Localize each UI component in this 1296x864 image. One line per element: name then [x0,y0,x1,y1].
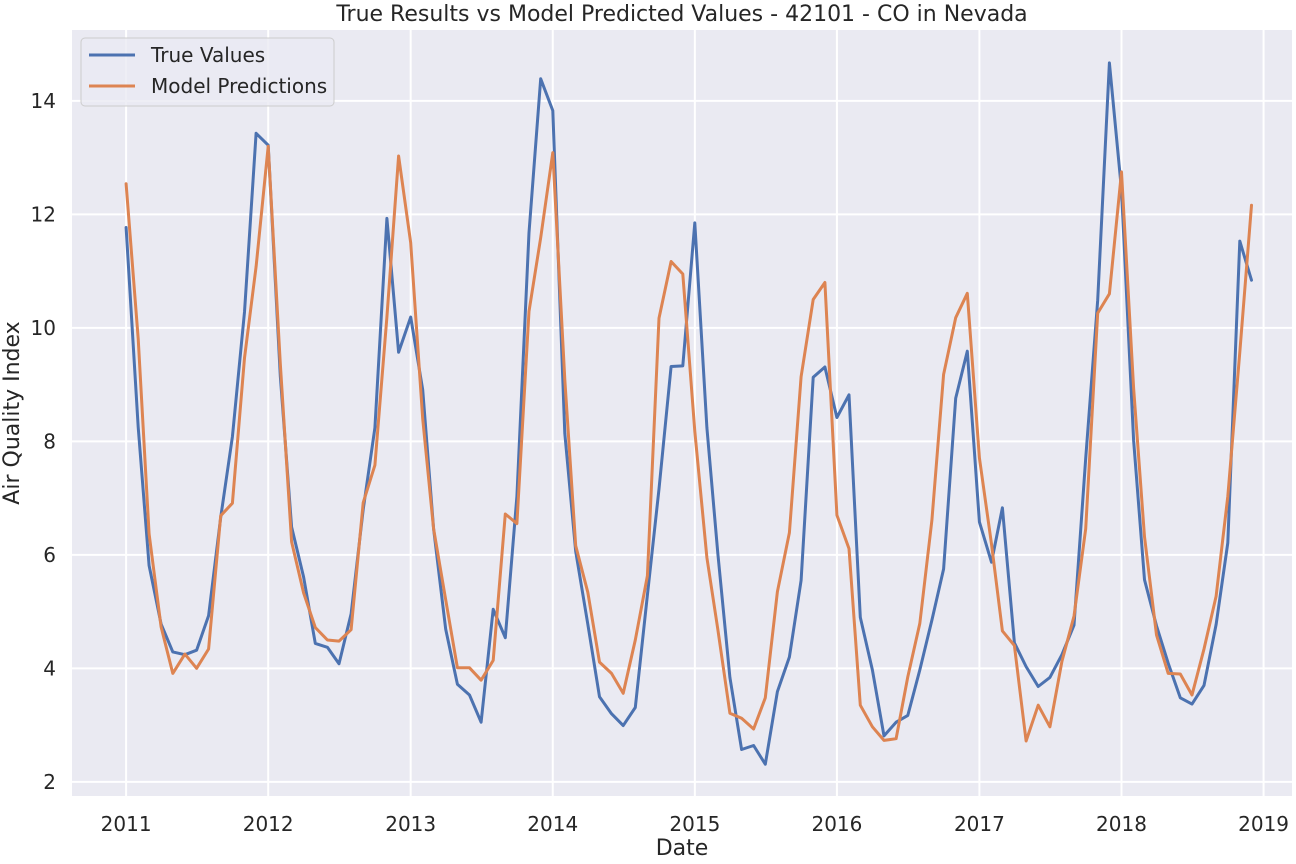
x-tick-label: 2018 [1096,812,1147,836]
grid [72,30,1292,796]
legend-box [80,37,335,107]
x-tick-label: 2014 [527,812,578,836]
y-tick-label: 14 [31,89,56,113]
legend-label-true: True Values [150,43,265,67]
x-tick-label: 2012 [243,812,294,836]
y-tick-label: 10 [31,316,56,340]
y-tick-labels: 2 4 6 8 10 12 14 [31,89,56,794]
series-line-model-predictions [124,144,1253,743]
y-tick-label: 4 [43,656,56,680]
y-tick-label: 6 [43,543,56,567]
y-tick-label: 2 [43,770,56,794]
x-tick-label: 2019 [1238,812,1289,836]
y-tick-label: 12 [31,202,56,226]
y-tick-label: 8 [43,429,56,453]
x-tick-label: 2016 [811,812,862,836]
x-tick-labels: 2011 2012 2013 2014 2015 2016 2017 2018 2019 [101,812,1289,836]
legend-label-pred: Model Predictions [151,74,327,98]
chart-title: True Results vs Model Predicted Values -… [335,2,1027,27]
x-tick-label: 2015 [669,812,720,836]
x-axis-label: Date [656,836,709,861]
series-lines [124,61,1253,766]
x-tick-label: 2013 [385,812,436,836]
x-tick-label: 2017 [954,812,1005,836]
x-tick-label: 2011 [101,812,152,836]
y-axis-label: Air Quality Index [0,321,25,504]
legend: True Values Model Predictions [80,37,335,107]
